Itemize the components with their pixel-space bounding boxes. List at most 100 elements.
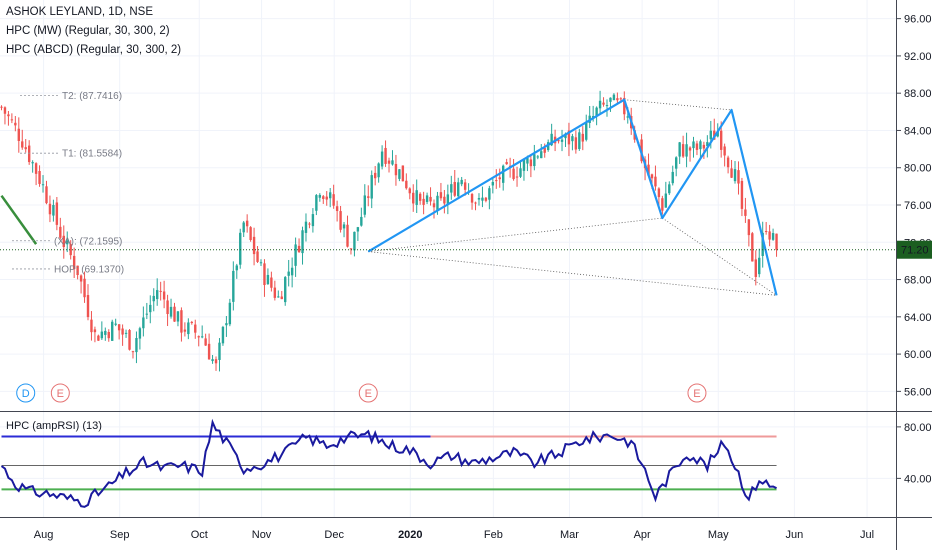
candle-body — [730, 168, 733, 178]
candle-body — [332, 194, 335, 206]
level-label: HOP: (69.1370) — [54, 264, 124, 275]
price-tick-label: 92.00 — [904, 51, 932, 63]
time-tick-label: Aug — [34, 529, 54, 541]
candle-body — [775, 233, 778, 250]
price-tick-label: 60.00 — [904, 349, 932, 361]
candle-body — [733, 169, 737, 182]
candle-body — [225, 323, 228, 326]
candle-body — [460, 179, 463, 185]
indicator-mw-label[interactable]: HPC (MW) (Regular, 30, 300, 2) — [6, 25, 170, 37]
price-tick-label: 80.00 — [904, 163, 932, 175]
candle-body — [470, 194, 474, 203]
last-price-label: 71.20 — [901, 245, 929, 257]
candle-body — [266, 274, 270, 285]
candle-body — [284, 277, 287, 303]
candle-body — [443, 196, 446, 204]
candle-body — [235, 265, 238, 271]
candle-body — [609, 97, 612, 102]
candle-body — [256, 251, 259, 262]
candle-body — [675, 157, 678, 169]
candle-body — [405, 180, 408, 189]
candle-body — [34, 163, 38, 174]
earnings-marker — [358, 383, 378, 403]
candle-body — [415, 190, 418, 205]
price-tick-label: 56.00 — [904, 386, 932, 398]
pattern-envelope-line — [368, 251, 777, 296]
candle-body — [716, 131, 719, 137]
candle-body — [55, 202, 59, 225]
candle-body — [27, 145, 31, 163]
candle-body — [598, 100, 602, 109]
candle-body — [647, 164, 650, 176]
candle-body — [100, 331, 104, 339]
price-tick-label: 84.00 — [904, 125, 932, 137]
candle-body — [239, 232, 242, 265]
level-label: (XA): (72.1595) — [54, 236, 122, 247]
candle-body — [408, 188, 411, 194]
candle-body — [211, 359, 214, 362]
candle-body — [107, 331, 110, 339]
candle-body — [287, 271, 290, 276]
level-label: T1: (81.5584) — [62, 149, 122, 160]
candle-body — [342, 224, 346, 229]
candle-body — [474, 202, 477, 204]
candle-body — [488, 188, 491, 200]
candle-body — [280, 296, 283, 300]
candle-body — [263, 263, 266, 286]
xa-leg-line — [0, 194, 38, 245]
dividend-marker — [16, 383, 36, 403]
candle-body — [519, 168, 522, 177]
candle-body — [93, 329, 97, 333]
time-tick-label: Nov — [252, 529, 272, 541]
time-tick-label: Jun — [786, 529, 804, 541]
candle-body — [412, 192, 415, 204]
candle-body — [564, 133, 567, 139]
abcd-pattern-line — [367, 98, 778, 296]
candle-body — [671, 171, 674, 184]
candle-body — [578, 132, 581, 149]
candle-body — [661, 198, 664, 211]
candle-body — [156, 290, 159, 300]
candle-body — [650, 174, 654, 179]
candle-body — [52, 204, 55, 216]
candle-body — [391, 160, 394, 165]
candle-body — [7, 114, 10, 117]
candle-body — [311, 214, 315, 227]
candle-body — [581, 133, 584, 142]
rsi-tick-label: 80.00 — [904, 422, 932, 434]
candle-body — [543, 147, 546, 153]
candle-body — [526, 158, 529, 164]
candle-body — [169, 306, 173, 317]
candle-body — [10, 119, 14, 121]
candle-body — [318, 194, 322, 198]
earnings-marker-label: E — [365, 388, 372, 400]
candle-body — [737, 170, 740, 184]
pattern-envelope-line — [624, 99, 732, 111]
earnings-marker — [50, 383, 70, 403]
candle-body — [159, 290, 162, 292]
candle-body — [301, 230, 304, 254]
candle-body — [699, 141, 702, 150]
candle-body — [612, 94, 616, 101]
candle-body — [533, 154, 536, 167]
candle-body — [761, 232, 764, 256]
candle-body — [45, 186, 48, 204]
candle-body — [14, 122, 17, 126]
time-tick-label: 2020 — [398, 529, 422, 541]
candle-body — [304, 221, 308, 233]
candle-body — [771, 233, 775, 240]
candle-body — [751, 233, 754, 262]
candle-body — [252, 236, 256, 255]
candle-body — [367, 196, 370, 198]
candle-body — [232, 270, 235, 302]
candle-body — [422, 198, 425, 205]
candle-body — [495, 180, 498, 182]
rsi-tick-label: 40.00 — [904, 473, 932, 485]
indicator-abcd-label[interactable]: HPC (ABCD) (Regular, 30, 300, 2) — [6, 44, 182, 56]
rsi-panel-title[interactable]: HPC (ampRSI) (13) — [6, 420, 102, 432]
candle-body — [187, 322, 190, 335]
price-tick-label: 76.00 — [904, 200, 932, 212]
candle-body — [512, 168, 515, 180]
